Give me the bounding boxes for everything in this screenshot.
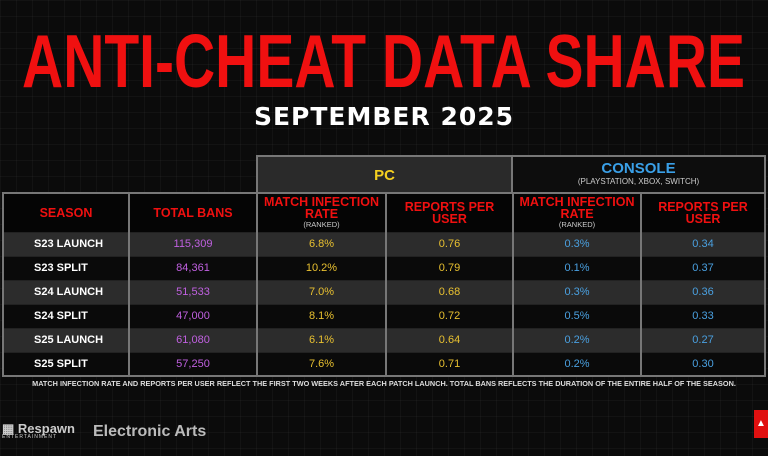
group-header-console: CONSOLE (PLAYSTATION, XBOX, SWITCH) bbox=[511, 155, 766, 193]
cell-con-rpu: 0.30 bbox=[640, 351, 765, 376]
cell-con-mir: 0.2% bbox=[512, 351, 641, 376]
respawn-logo-text: Respawn bbox=[17, 421, 75, 436]
cell-pc-mir: 6.1% bbox=[256, 327, 386, 352]
cell-bans: 84,361 bbox=[128, 255, 257, 280]
cell-pc-rpu: 0.64 bbox=[385, 327, 513, 352]
cell-bans: 57,250 bbox=[128, 351, 257, 376]
cell-con-mir: 0.5% bbox=[512, 303, 641, 328]
cell-bans: 61,080 bbox=[128, 327, 257, 352]
header-season: SEASON bbox=[2, 193, 129, 232]
cell-con-rpu: 0.36 bbox=[640, 279, 765, 304]
page-title: ANTI-CHEAT DATA SHARE bbox=[22, 19, 746, 104]
title-container: ANTI-CHEAT DATA SHARE bbox=[0, 20, 768, 104]
table-row: S25 LAUNCH 61,080 6.1% 0.64 0.2% 0.27 bbox=[2, 327, 765, 352]
cell-pc-rpu: 0.79 bbox=[385, 255, 513, 280]
cell-season: S24 LAUNCH bbox=[2, 279, 129, 304]
anti-cheat-table: SEASON TOTAL BANS MATCH INFECTION RATE (R… bbox=[2, 192, 766, 377]
cell-season: S23 LAUNCH bbox=[2, 231, 129, 256]
cell-pc-mir: 6.8% bbox=[256, 231, 386, 256]
header-console-match-infection-rate: MATCH INFECTION RATE (RANKED) bbox=[512, 193, 641, 232]
table-row: S24 LAUNCH 51,533 7.0% 0.68 0.3% 0.36 bbox=[2, 279, 765, 304]
table-row: S23 LAUNCH 115,309 6.8% 0.76 0.3% 0.34 bbox=[2, 231, 765, 256]
table-row: S25 SPLIT 57,250 7.6% 0.71 0.2% 0.30 bbox=[2, 351, 765, 376]
ea-logo: Electronic Arts bbox=[93, 423, 207, 440]
respawn-logo-sub: ENTERTAINMENT bbox=[2, 434, 58, 440]
header-note: (RANKED) bbox=[558, 220, 596, 230]
cell-con-mir: 0.1% bbox=[512, 255, 641, 280]
cell-season: S25 LAUNCH bbox=[2, 327, 129, 352]
cell-con-mir: 0.3% bbox=[512, 231, 641, 256]
cell-bans: 47,000 bbox=[128, 303, 257, 328]
cell-pc-rpu: 0.71 bbox=[385, 351, 513, 376]
cell-pc-mir: 7.0% bbox=[256, 279, 386, 304]
footnote: MATCH INFECTION RATE AND REPORTS PER USE… bbox=[32, 379, 736, 388]
cell-con-mir: 0.2% bbox=[512, 327, 641, 352]
header-console-reports-per-user: REPORTS PER USER bbox=[640, 193, 765, 232]
console-note: (PLAYSTATION, XBOX, SWITCH) bbox=[577, 177, 700, 186]
group-header-pc: PC bbox=[256, 155, 513, 193]
header-label: MATCH INFECTION RATE bbox=[519, 195, 635, 222]
cell-season: S25 SPLIT bbox=[2, 351, 129, 376]
cell-con-mir: 0.3% bbox=[512, 279, 641, 304]
cell-bans: 115,309 bbox=[128, 231, 257, 256]
cell-season: S24 SPLIT bbox=[2, 303, 129, 328]
table-row: S24 SPLIT 47,000 8.1% 0.72 0.5% 0.33 bbox=[2, 303, 765, 328]
cell-con-rpu: 0.34 bbox=[640, 231, 765, 256]
cell-con-rpu: 0.33 bbox=[640, 303, 765, 328]
cell-con-rpu: 0.27 bbox=[640, 327, 765, 352]
page-subtitle: SEPTEMBER 2025 bbox=[253, 102, 515, 131]
header-pc-match-infection-rate: MATCH INFECTION RATE (RANKED) bbox=[256, 193, 386, 232]
table-row: S23 SPLIT 84,361 10.2% 0.79 0.1% 0.37 bbox=[2, 255, 765, 280]
header-total-bans: TOTAL BANS bbox=[128, 193, 257, 232]
header-label: MATCH INFECTION RATE bbox=[263, 195, 380, 222]
cell-season: S23 SPLIT bbox=[2, 255, 129, 280]
cell-pc-rpu: 0.76 bbox=[385, 231, 513, 256]
cell-pc-mir: 10.2% bbox=[256, 255, 386, 280]
cell-pc-mir: 8.1% bbox=[256, 303, 386, 328]
cell-con-rpu: 0.37 bbox=[640, 255, 765, 280]
header-note: (RANKED) bbox=[303, 220, 340, 230]
cell-pc-rpu: 0.72 bbox=[385, 303, 513, 328]
cell-pc-rpu: 0.68 bbox=[385, 279, 513, 304]
respawn-logo: ▦ Respawn ENTERTAINMENT bbox=[2, 421, 75, 440]
apex-logo-icon: ▲ bbox=[754, 410, 768, 438]
console-label: CONSOLE bbox=[601, 160, 676, 177]
cell-bans: 51,533 bbox=[128, 279, 257, 304]
pc-label: PC bbox=[374, 167, 395, 184]
header-pc-reports-per-user: REPORTS PER USER bbox=[385, 193, 513, 232]
cell-pc-mir: 7.6% bbox=[256, 351, 386, 376]
